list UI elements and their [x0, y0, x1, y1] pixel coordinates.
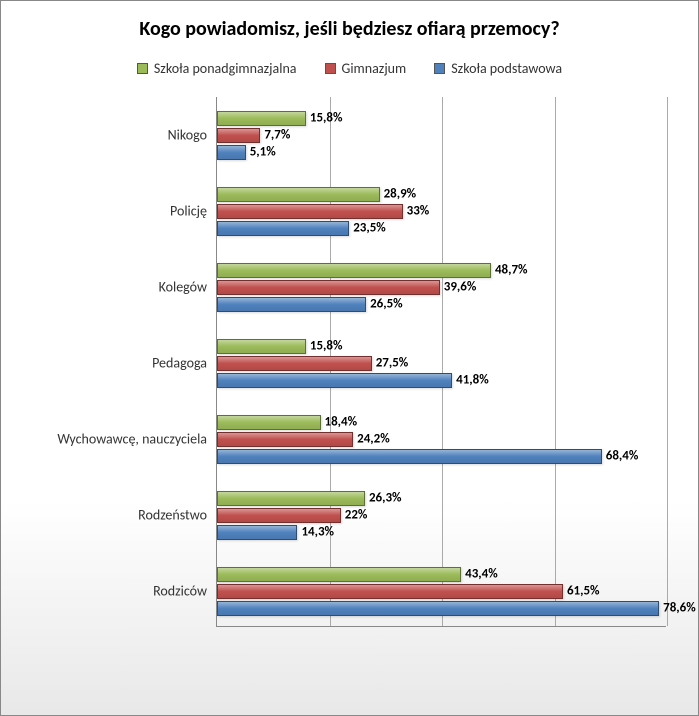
bar [217, 128, 260, 143]
category-group: Pedagoga15,8%27,5%41,8% [217, 325, 666, 401]
bar [217, 356, 372, 371]
bar [217, 432, 353, 447]
data-label: 24,2% [357, 432, 390, 447]
bar [217, 567, 461, 582]
data-label: 27,5% [376, 356, 409, 371]
category-label: Wychowawcę, nauczyciela [57, 431, 217, 448]
category-label: Rodziców [153, 583, 217, 600]
category-group: Wychowawcę, nauczyciela18,4%24,2%68,4% [217, 401, 666, 477]
category-group: Kolegów48,7%39,6%26,5% [217, 249, 666, 325]
data-label: 43,4% [465, 567, 498, 582]
bar [217, 415, 321, 430]
data-label: 61,5% [567, 584, 600, 599]
legend-marker [137, 63, 148, 74]
legend-label: Szkoła podstawowa [451, 60, 562, 77]
data-label: 68,4% [606, 449, 639, 464]
legend-label: Szkoła ponadgimnazjalna [154, 60, 297, 77]
bar [217, 187, 380, 202]
legend-item: Szkoła podstawowa [434, 60, 562, 77]
bar [217, 297, 366, 312]
category-label: Pedagoga [152, 355, 217, 372]
bar [217, 449, 602, 464]
data-label: 41,8% [456, 373, 489, 388]
data-label: 18,4% [325, 415, 358, 430]
category-label: Policję [170, 203, 217, 220]
data-label: 78,6% [663, 601, 696, 616]
category-group: Rodzeństwo26,3%22%14,3% [217, 477, 666, 553]
plot-area: Nikogo15,8%7,7%5,1%Policję28,9%33%23,5%K… [216, 97, 666, 627]
data-label: 15,8% [310, 111, 343, 126]
data-label: 26,3% [369, 491, 402, 506]
data-label: 7,7% [264, 128, 290, 143]
legend-item: Gimnazjum [325, 60, 407, 77]
data-label: 5,1% [250, 145, 276, 160]
bar [217, 339, 306, 354]
data-label: 15,8% [310, 339, 343, 354]
bar [217, 508, 341, 523]
bar [217, 584, 563, 599]
data-label: 33% [407, 204, 430, 219]
bar [217, 263, 491, 278]
bar [217, 280, 440, 295]
bar [217, 145, 246, 160]
legend-marker [325, 63, 336, 74]
chart-title: Kogo powiadomisz, jeśli będziesz ofiarą … [16, 16, 683, 42]
category-group: Rodziców43,4%61,5%78,6% [217, 553, 666, 629]
category-label: Kolegów [159, 279, 217, 296]
bar [217, 525, 297, 540]
bar [217, 221, 349, 236]
data-label: 14,3% [301, 525, 334, 540]
category-group: Policję28,9%33%23,5% [217, 173, 666, 249]
bar [217, 204, 403, 219]
data-label: 26,5% [370, 297, 403, 312]
chart-container: Kogo powiadomisz, jeśli będziesz ofiarą … [0, 0, 699, 716]
legend: Szkoła ponadgimnazjalna Gimnazjum Szkoła p… [16, 60, 683, 77]
grid-line [667, 97, 668, 626]
bar [217, 491, 365, 506]
bar [217, 111, 306, 126]
category-group: Nikogo15,8%7,7%5,1% [217, 97, 666, 173]
data-label: 22% [345, 508, 368, 523]
data-label: 39,6% [444, 280, 477, 295]
category-label: Rodzeństwo [138, 507, 217, 524]
bar [217, 373, 452, 388]
category-label: Nikogo [168, 127, 217, 144]
data-label: 28,9% [384, 187, 417, 202]
bar [217, 601, 659, 616]
data-label: 23,5% [353, 221, 386, 236]
legend-marker [434, 63, 445, 74]
legend-label: Gimnazjum [342, 60, 407, 77]
legend-item: Szkoła ponadgimnazjalna [137, 60, 297, 77]
data-label: 48,7% [495, 263, 528, 278]
